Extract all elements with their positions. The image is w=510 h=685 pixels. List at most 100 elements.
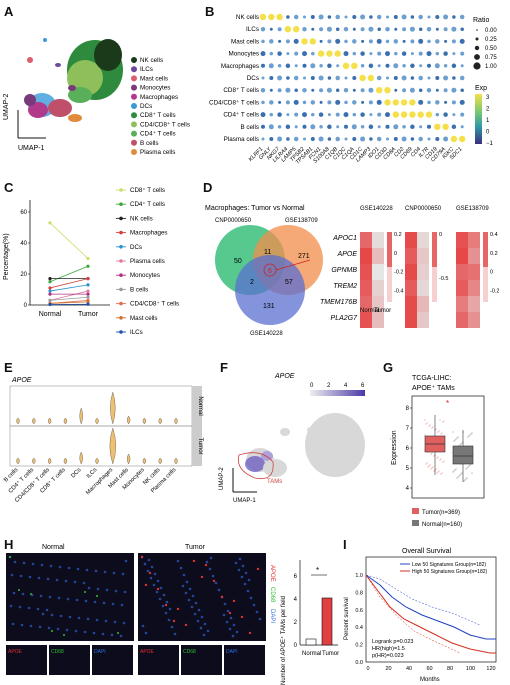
c-series [48, 221, 90, 307]
g-ytick: 5 [406, 466, 410, 472]
c-ylabel: Percentage(%) [3, 233, 10, 280]
h-bar-ylabel: Number of APOE⁺ TAMs per field [280, 596, 287, 685]
d-heatmap-tick: 0 [439, 232, 442, 238]
dotplot-dot [311, 27, 315, 31]
legend-a-swatch [131, 75, 137, 82]
dotplot-dot [277, 27, 282, 32]
dotplot-dot [451, 100, 456, 105]
dotplot-dot [409, 99, 416, 106]
e-violin-tumor [47, 457, 52, 465]
dotplot-dot [409, 87, 415, 93]
venn-set-b: GSE138709 [285, 218, 318, 224]
c-point [86, 283, 90, 287]
c-legend-item: CD4⁺ T cells [130, 201, 165, 208]
dotplot-dot [418, 99, 424, 105]
panel-c-line-chart: Percentage(%) 0 20 40 60 Normal Tumor [3, 200, 110, 318]
dotplot-dot [335, 38, 341, 44]
dotplot-dot [335, 112, 340, 117]
dotplot-row-label: Plasma cells [224, 136, 259, 143]
dotplot-dot [268, 63, 274, 69]
dotplot-dot [426, 26, 432, 32]
h-bar-normal [305, 638, 317, 646]
dotplot-dot [310, 124, 316, 130]
c-legend-marker [119, 245, 123, 249]
dotplot-dot [344, 100, 348, 105]
dotplot-dot [335, 99, 341, 105]
c-legend-item: CD4/CD8⁺ T cells [130, 301, 179, 308]
dotplot-dot [385, 26, 390, 32]
dotplot-dot [318, 136, 324, 142]
dotplot-dot [460, 27, 464, 31]
dotplot-dot [302, 63, 307, 68]
venn-abc: 6 [268, 268, 272, 275]
f-gene: APOE [274, 373, 295, 380]
c-legend-item: Macrophages [130, 230, 168, 237]
dotplot-dot [443, 136, 449, 142]
dotplot-dot [451, 124, 457, 130]
d-heatmap-cell [468, 232, 480, 248]
d-heatmap-cell [360, 312, 372, 328]
dotplot-dot [326, 26, 332, 32]
c-legend-item: ILCs [130, 329, 143, 336]
dotplot-dot [343, 26, 349, 32]
e-violin-tumor [95, 457, 99, 465]
e-violin-normal [95, 417, 99, 425]
dotplot-dot [352, 51, 357, 56]
i-curve-high [365, 574, 496, 654]
dotplot-dot [418, 75, 423, 81]
ratio-legend-label: 0.50 [485, 46, 497, 52]
dotplot-dot [425, 111, 433, 118]
panel-label-a: A [4, 4, 14, 19]
dotplot-dot [418, 27, 423, 31]
dotplot-dot [344, 15, 348, 19]
i-ytick: 0.4 [355, 625, 363, 631]
dotplot-dot [452, 52, 456, 56]
h-bar-ytick: 6 [294, 574, 298, 580]
panel-f-umap: APOE 0 2 4 6 TAMs UMAP-2 UMAP-1 [219, 373, 365, 504]
venn-c-only: 131 [263, 303, 275, 310]
dotplot-dot [327, 137, 332, 141]
dotplot-dot [268, 124, 274, 130]
dotplot-dot [402, 64, 406, 68]
e-violin-tumor [63, 457, 68, 465]
dotplot-dot [385, 124, 390, 129]
d-heatmap-tick: -0.5 [439, 276, 448, 282]
g-star: * [446, 399, 449, 408]
d-heatmap-cell [405, 280, 417, 296]
dotplot-dot [277, 136, 283, 142]
dotplot-dot [400, 99, 408, 106]
exp-legend-tick: 0 [486, 130, 490, 136]
c-legend-item: NK cells [130, 215, 153, 222]
legend-a-swatch [131, 121, 137, 128]
h-thumb-label: DAPI [226, 649, 238, 655]
c-point [86, 289, 90, 293]
dotplot-dot [327, 15, 332, 19]
dotplot-dot [352, 112, 357, 117]
panel-h: Normal Tumor APOE CD68 DAPI APOE CD68 DAPI… [6, 544, 339, 685]
dotplot-dot [319, 100, 323, 104]
dotplot-dot [385, 63, 390, 68]
dotplot-dot [359, 74, 366, 82]
d-heatmap-cell [456, 248, 468, 264]
legend-a-item: B cells [140, 140, 159, 147]
legend-a-item: CD8⁺ T cells [140, 112, 176, 119]
dotplot-dot [293, 38, 299, 44]
dotplot-dot [286, 52, 290, 56]
dotplot-dot [293, 75, 299, 81]
i-xtick: 40 [406, 666, 412, 672]
h-bar-yticks: 0 2 4 6 [294, 574, 298, 649]
h-bar-tumor [321, 597, 333, 646]
d-heatmap-title: GSE140228 [360, 206, 393, 212]
dotplot-dot [401, 51, 407, 56]
d-gene-label: TREM2 [333, 283, 357, 290]
h-bar-ytick: 0 [294, 643, 298, 649]
dotplot-row-label: CD4/CD8⁺ T cells [209, 99, 259, 106]
dotplot-dot [368, 100, 373, 105]
dotplot-dot [261, 100, 265, 105]
i-ytick: 0.0 [355, 660, 363, 666]
h-bar-cat-normal: Normal [302, 651, 321, 657]
dotplot-dot [302, 51, 307, 57]
venn-ac: 2 [250, 279, 254, 286]
c-legend-item: Plasma cells [130, 258, 165, 265]
dotplot-dot [294, 64, 298, 68]
